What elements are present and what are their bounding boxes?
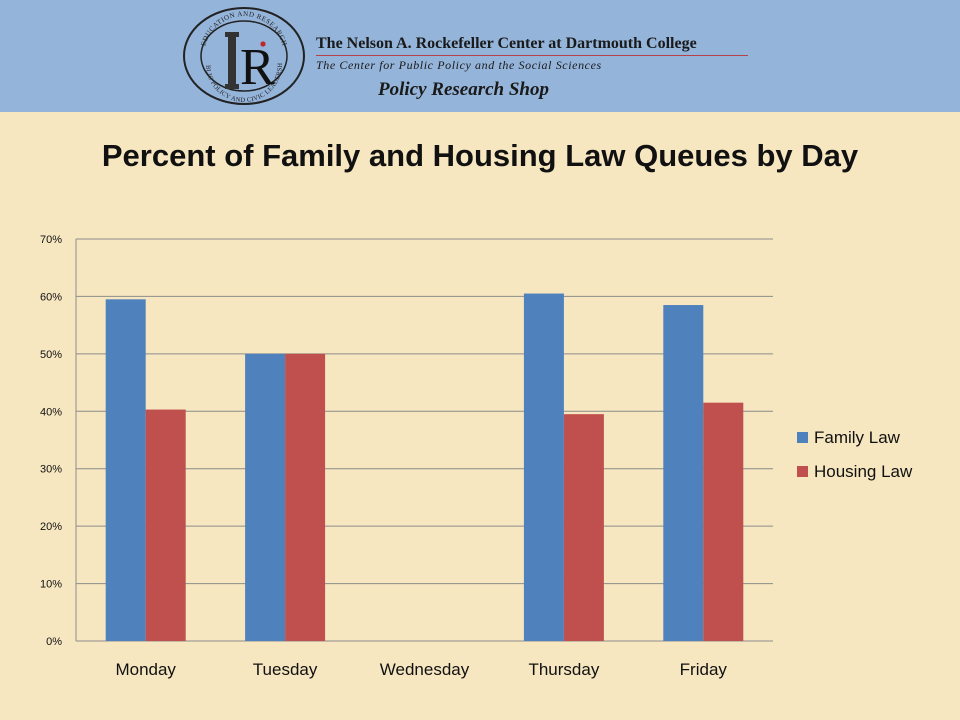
shop-name: Policy Research Shop: [378, 79, 549, 100]
bar-housing-law-thursday: [563, 414, 604, 641]
seal-column-icon: [228, 36, 236, 86]
rockefeller-seal-logo: EDUCATION AND RESEARCH PUBLIC POLICY AND…: [182, 6, 305, 105]
y-tick-label: 70%: [40, 234, 62, 246]
bar-housing-law-tuesday: [285, 353, 326, 641]
bar-family-law-friday: [663, 305, 704, 641]
chart-title: Percent of Family and Housing Law Queues…: [101, 138, 859, 173]
bar-family-law-monday: [105, 299, 146, 641]
y-tick-label: 40%: [40, 406, 62, 418]
bar-family-law-thursday: [523, 293, 564, 641]
bar-family-law-tuesday: [245, 353, 286, 641]
header-band: EDUCATION AND RESEARCH PUBLIC POLICY AND…: [0, 0, 960, 112]
org-subtitle: The Center for Public Policy and the Soc…: [316, 58, 602, 72]
y-tick-label: 20%: [40, 521, 62, 533]
org-title-underline: [316, 55, 748, 56]
y-tick-label: 50%: [40, 349, 62, 361]
seal-letter: R: [240, 39, 275, 96]
legend-swatch: [797, 466, 808, 477]
y-tick-label: 60%: [40, 291, 62, 303]
x-tick-label: Monday: [115, 660, 176, 679]
x-tick-label: Thursday: [528, 660, 599, 679]
seal-red-dot: [260, 41, 266, 47]
legend-swatch: [797, 432, 808, 443]
y-tick-label: 30%: [40, 464, 62, 476]
bar-housing-law-monday: [145, 409, 186, 641]
x-tick-label: Wednesday: [380, 660, 470, 679]
legend-label: Family Law: [814, 428, 901, 447]
legend-label: Housing Law: [814, 462, 913, 481]
x-tick-label: Tuesday: [253, 660, 318, 679]
bar-housing-law-friday: [703, 402, 744, 641]
y-tick-label: 0%: [46, 636, 62, 648]
y-tick-label: 10%: [40, 579, 62, 591]
org-title: The Nelson A. Rockefeller Center at Dart…: [316, 35, 697, 52]
x-tick-label: Friday: [680, 660, 728, 679]
